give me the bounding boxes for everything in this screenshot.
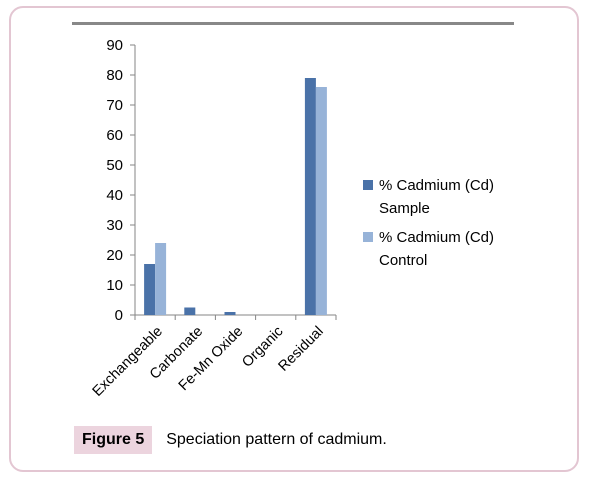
legend-label: % Cadmium (Cd) xyxy=(379,177,494,194)
bar xyxy=(224,312,236,315)
figure-frame xyxy=(9,6,579,472)
bar xyxy=(144,264,156,315)
x-category-label: Exchangeable xyxy=(90,324,166,400)
bar xyxy=(184,307,196,315)
bar xyxy=(304,78,316,315)
figure-label: Figure 5 xyxy=(74,426,153,454)
y-tick-label: 50 xyxy=(106,157,123,174)
y-tick-label: 90 xyxy=(106,37,123,54)
y-tick-label: 30 xyxy=(106,217,123,234)
y-tick-label: 60 xyxy=(106,127,123,144)
legend-label: Control xyxy=(379,252,427,269)
bar xyxy=(315,87,327,315)
figure-caption: Figure 5 Speciation pattern of cadmium. xyxy=(74,425,387,455)
x-category-label: Residual xyxy=(276,324,327,375)
top-rule xyxy=(72,22,514,25)
y-tick-label: 70 xyxy=(106,97,123,114)
y-tick-label: 80 xyxy=(106,67,123,84)
legend-swatch xyxy=(363,232,373,242)
legend-label: % Cadmium (Cd) xyxy=(379,229,494,246)
y-tick-label: 40 xyxy=(106,187,123,204)
figure-caption-text: Speciation pattern of cadmium. xyxy=(166,431,387,448)
legend-label: Sample xyxy=(379,200,430,217)
y-tick-label: 10 xyxy=(106,277,123,294)
bar xyxy=(155,243,167,315)
y-tick-label: 0 xyxy=(115,307,123,324)
legend-swatch xyxy=(363,180,373,190)
y-tick-label: 20 xyxy=(106,247,123,264)
